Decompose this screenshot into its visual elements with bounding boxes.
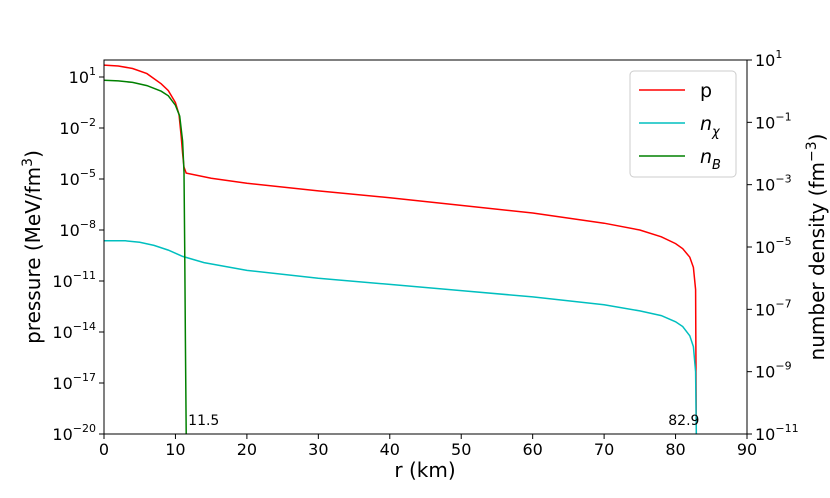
x-tick-label: 90 (737, 440, 757, 459)
right-y-tick-label-base: 10 (755, 238, 775, 257)
legend-label-main: n (700, 113, 712, 135)
left-y-tick-label-base: 10 (69, 68, 89, 87)
right-y-tick-label: 10−11 (755, 422, 799, 444)
x-axis: 0 10 20 30 40 50 60 70 80 90 (99, 434, 757, 459)
left-y-tick-label-base: 10 (59, 221, 79, 240)
series-line-p (103, 64, 698, 435)
right-y-tick-label: 10−3 (755, 173, 792, 195)
left-y-tick-label: 10−14 (52, 320, 96, 342)
right-y-tick-label: 10−5 (755, 235, 792, 257)
right-y-tick-label-base: 10 (755, 300, 775, 319)
left-y-tick-label-base: 10 (52, 374, 72, 393)
left-y-tick-label: 101 (69, 65, 96, 87)
right-y-tick-label-exp: 1 (775, 48, 782, 61)
left-y-tick-label-exp: −5 (80, 167, 96, 180)
annotation-label: 82.9 (668, 413, 699, 429)
legend-label: nχ (700, 113, 721, 140)
left-y-tick-label-base: 10 (59, 170, 79, 189)
left-y-tick-label-base: 10 (52, 425, 72, 444)
left-y-tick-label-base: 10 (52, 323, 72, 342)
annotations: 11.5 82.9 (188, 413, 699, 429)
x-tick-label: 20 (237, 440, 257, 459)
left-y-tick-label-exp: −8 (80, 218, 96, 231)
left-y-tick-label-exp: −20 (73, 422, 96, 435)
right-y-axis-label: number density (fm−3) (804, 134, 829, 361)
right-y-tick-label-exp: −11 (775, 422, 798, 435)
left-y-axis-label-sup: 3 (20, 158, 36, 167)
left-y-tick-label: 10−17 (52, 371, 96, 393)
legend-box (629, 70, 737, 178)
x-tick-label: 30 (308, 440, 328, 459)
x-axis-label: r (km) (394, 458, 455, 482)
right-y-tick-label-exp: −7 (775, 297, 791, 310)
right-y-tick-label-exp: −9 (775, 360, 791, 373)
legend-label-sub: B (712, 158, 721, 173)
left-y-tick-label-exp: −11 (73, 269, 96, 282)
right-y-tick-label-base: 10 (755, 51, 775, 70)
right-y-tick-label-exp: −3 (775, 173, 791, 186)
left-y-axis-label: pressure (MeV/fm3) (20, 150, 45, 344)
right-y-tick-label: 10−7 (755, 297, 792, 319)
left-y-tick-label-base: 10 (59, 119, 79, 138)
right-y-tick-label: 10−1 (755, 110, 792, 132)
x-tick-label: 0 (99, 440, 109, 459)
left-y-tick-label: 10−5 (59, 167, 96, 189)
right-y-tick-label-exp: −5 (775, 235, 791, 248)
right-y-tick-label-base: 10 (755, 113, 775, 132)
left-y-tick-label: 10−8 (59, 218, 96, 240)
right-y-tick-label-base: 10 (755, 425, 775, 444)
right-y-tick-label-base: 10 (755, 363, 775, 382)
left-y-tick-label-base: 10 (52, 272, 72, 291)
right-y-tick-label-base: 10 (755, 176, 775, 195)
right-y-tick-label: 101 (755, 48, 782, 70)
left-y-tick-label: 10−2 (59, 116, 96, 138)
series-lines (103, 64, 698, 435)
left-y-axis-label-close: ) (21, 150, 45, 158)
left-y-tick-label-exp: −2 (80, 116, 96, 129)
annotation-label: 11.5 (188, 413, 219, 429)
series-line-nb (103, 79, 187, 435)
x-tick-label: 60 (522, 440, 542, 459)
left-y-tick-label: 10−20 (52, 422, 96, 444)
left-y-tick-label-exp: 1 (89, 65, 96, 78)
legend-label: p (700, 80, 712, 102)
x-tick-label: 80 (665, 440, 685, 459)
left-y-tick-label-exp: −17 (73, 371, 96, 384)
right-y-axis-label-main: number density (fm (805, 162, 829, 360)
x-tick-label: 70 (594, 440, 614, 459)
right-y-tick-label: 10−9 (755, 360, 792, 382)
x-tick-label: 40 (380, 440, 400, 459)
right-y-axis-label-sup: −3 (804, 141, 820, 162)
left-y-tick-label-exp: −14 (73, 320, 96, 333)
legend-label-main: n (700, 146, 712, 168)
x-tick-label: 50 (451, 440, 471, 459)
x-tick-label: 10 (165, 440, 185, 459)
left-y-tick-label: 10−11 (52, 269, 96, 291)
legend-label-sub: χ (711, 125, 721, 140)
series-line-n (104, 240, 698, 435)
legend-label: nB (700, 146, 721, 173)
left-y-axis-label-main: pressure (MeV/fm (21, 167, 45, 344)
right-y-tick-label-exp: −1 (775, 110, 791, 123)
right-y-axis-label-close: ) (805, 134, 829, 142)
